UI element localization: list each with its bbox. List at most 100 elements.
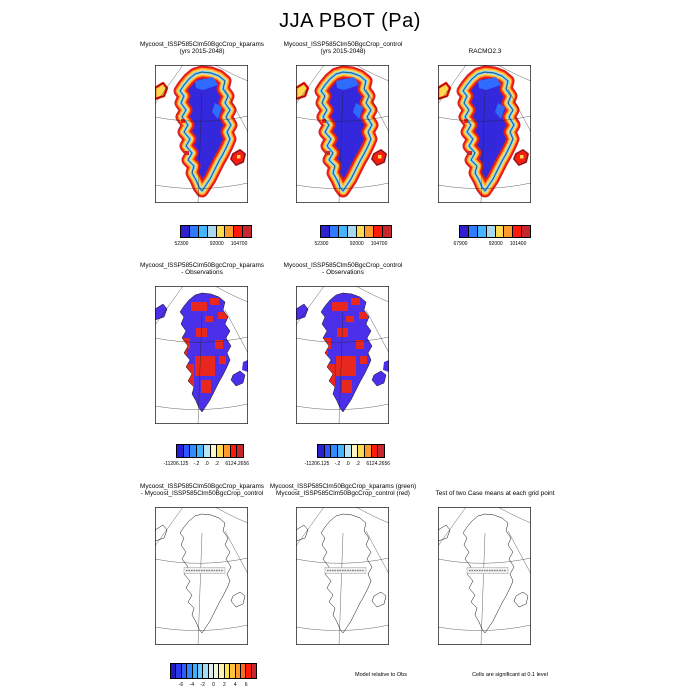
colorbar-cell	[198, 226, 208, 237]
colorbar-tick-label: 6124.2656	[366, 461, 391, 467]
colorbar-tick-label: 52300	[314, 241, 329, 247]
colorbar-cell	[364, 445, 372, 457]
colorbar-tick-label: 6	[244, 682, 248, 688]
colorbar-cell	[219, 664, 225, 678]
colorbar-cell	[358, 445, 365, 457]
colorbar-tick-label: 67900	[453, 241, 468, 247]
map-greenland-r1p2	[296, 65, 389, 203]
panel-title-line: Mycoost_ISSP585Clm50BgcCrop_kparams	[140, 262, 264, 269]
colorbar-cell	[321, 226, 330, 237]
colorbar-cell	[171, 664, 177, 678]
colorbar-cell	[203, 445, 211, 457]
colorbar-cell	[183, 445, 191, 457]
note-significance-level: Cells are significant at 0.1 level	[472, 672, 548, 678]
panel-title-r3p2: Mycoost_ISSP585Clm50BgcCrop_kparams (gre…	[253, 483, 433, 497]
colorbar-cell	[347, 226, 357, 237]
panel-title-line: Mycoost_ISSP585Clm50BgcCrop_control	[283, 41, 403, 48]
colorbar-cell	[486, 226, 496, 237]
panel-title-line: (yrs 2015-2048)	[320, 48, 366, 56]
colorbar-cell	[378, 445, 385, 457]
colorbar-cell	[234, 226, 244, 237]
colorbar-cell	[214, 664, 220, 678]
colorbar-cell	[237, 445, 244, 457]
colorbar-cell	[235, 664, 241, 678]
colorbar-cell	[223, 445, 231, 457]
colorbar-r3: -6 -4 -2 0 2 4 6	[170, 663, 257, 688]
colorbar-tick-label: .0	[204, 461, 209, 467]
colorbar-tick-label: 104700	[370, 241, 388, 247]
colorbar-tick-label: -11206.125	[163, 461, 189, 467]
colorbar-cell	[217, 445, 224, 457]
colorbar-tick-label: 92000	[349, 241, 364, 247]
colorbar-cell	[477, 226, 487, 237]
colorbar-cell	[225, 226, 235, 237]
note-model-relative-to-obs: Model relative to Obs	[355, 672, 407, 678]
map-greenland-r3p2	[296, 507, 389, 645]
colorbar-cell	[216, 226, 226, 237]
colorbar-tick-label: -11206.125	[304, 461, 330, 467]
panel-title-line: - Observations	[322, 269, 364, 277]
colorbar-cell	[338, 445, 345, 457]
colorbar-cell	[181, 664, 188, 678]
panel-title-line: RACMO2.3	[468, 48, 502, 55]
colorbar-r1p1: 52300 92000 104700	[174, 225, 252, 247]
colorbar-tick-label: .0	[345, 461, 350, 467]
colorbar-segments	[170, 663, 257, 679]
colorbar-cell	[460, 226, 469, 237]
colorbar-tick-label: 2	[222, 682, 226, 688]
colorbar-cell	[251, 664, 256, 678]
panel-title-line: Mycoost_ISSP585Clm50BgcCrop_control (red…	[276, 490, 410, 498]
panel-title-line: Mycoost_ISSP585Clm50BgcCrop_kparams	[140, 483, 264, 490]
colorbar-r1p2: 52300 92000 104700	[314, 225, 392, 247]
panel-title-line: Mycoost_ISSP585Clm50BgcCrop_kparams (gre…	[269, 483, 417, 490]
colorbar-tick-label: -2	[200, 682, 205, 688]
colorbar-cell	[189, 226, 199, 237]
colorbar-cell	[181, 226, 190, 237]
colorbar-tick-label: 52300	[174, 241, 189, 247]
colorbar-cell	[331, 445, 339, 457]
colorbar-tick-label: 92000	[488, 241, 503, 247]
colorbar-cell	[210, 445, 218, 457]
colorbar-tick-label: -4	[189, 682, 194, 688]
panel-title-line: - Observations	[181, 269, 223, 277]
colorbar-cell	[246, 664, 252, 678]
colorbar-tick-label: 4	[233, 682, 237, 688]
colorbar-cell	[203, 664, 209, 678]
colorbar-tick-label: 104700	[230, 241, 248, 247]
colorbar-cell	[197, 445, 204, 457]
colorbar-cell	[329, 226, 339, 237]
figure-title: JJA PBOT (Pa)	[279, 10, 421, 32]
colorbar-cell	[338, 226, 348, 237]
colorbar-cell	[224, 664, 231, 678]
colorbar-cell	[208, 664, 214, 678]
colorbar-tick-label: 101400	[509, 241, 527, 247]
colorbar-r2p1: -11206.125 -.2 .0 .2 6124.2656	[164, 444, 249, 467]
colorbar-cell	[344, 445, 352, 457]
panel-title-line: (yrs 2015-2048)	[179, 48, 225, 56]
colorbar-cell	[371, 445, 379, 457]
colorbar-cell	[318, 445, 325, 457]
colorbar-r1p3: 67900 92000 101400	[453, 225, 531, 247]
colorbar-cell	[207, 226, 217, 237]
colorbar-cell	[351, 445, 359, 457]
colorbar-cell	[383, 226, 391, 237]
colorbar-cell	[468, 226, 478, 237]
colorbar-cell	[513, 226, 523, 237]
colorbar-segments	[320, 225, 392, 238]
colorbar-cell	[240, 664, 247, 678]
panel-title-r2p2: Mycoost_ISSP585Clm50BgcCrop_control - Ob…	[253, 262, 433, 276]
colorbar-cell	[495, 226, 505, 237]
colorbar-cell	[324, 445, 332, 457]
colorbar-cell	[522, 226, 530, 237]
map-greenland-r3p3	[438, 507, 531, 645]
map-greenland-r2p2	[296, 286, 389, 424]
panel-title-r1p2: Mycoost_ISSP585Clm50BgcCrop_control (yrs…	[253, 41, 433, 55]
panel-title-line: Mycoost_ISSP585Clm50BgcCrop_kparams	[140, 41, 264, 48]
colorbar-cell	[192, 664, 198, 678]
colorbar-cell	[176, 664, 182, 678]
colorbar-cell	[374, 226, 384, 237]
map-greenland-r1p3	[438, 65, 531, 203]
colorbar-tick-label: 0	[212, 682, 215, 688]
panel-title-r1p3: RACMO2.3	[395, 48, 575, 55]
colorbar-tick-label: 92000	[209, 241, 224, 247]
